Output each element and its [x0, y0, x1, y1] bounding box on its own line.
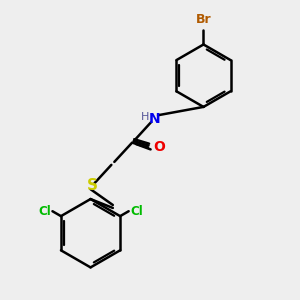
Text: Cl: Cl [130, 205, 143, 218]
Text: Cl: Cl [38, 205, 51, 218]
Text: N: N [148, 112, 160, 126]
Text: O: O [153, 140, 165, 154]
Text: Br: Br [196, 13, 211, 26]
Text: S: S [86, 178, 98, 193]
Text: H: H [141, 112, 149, 122]
